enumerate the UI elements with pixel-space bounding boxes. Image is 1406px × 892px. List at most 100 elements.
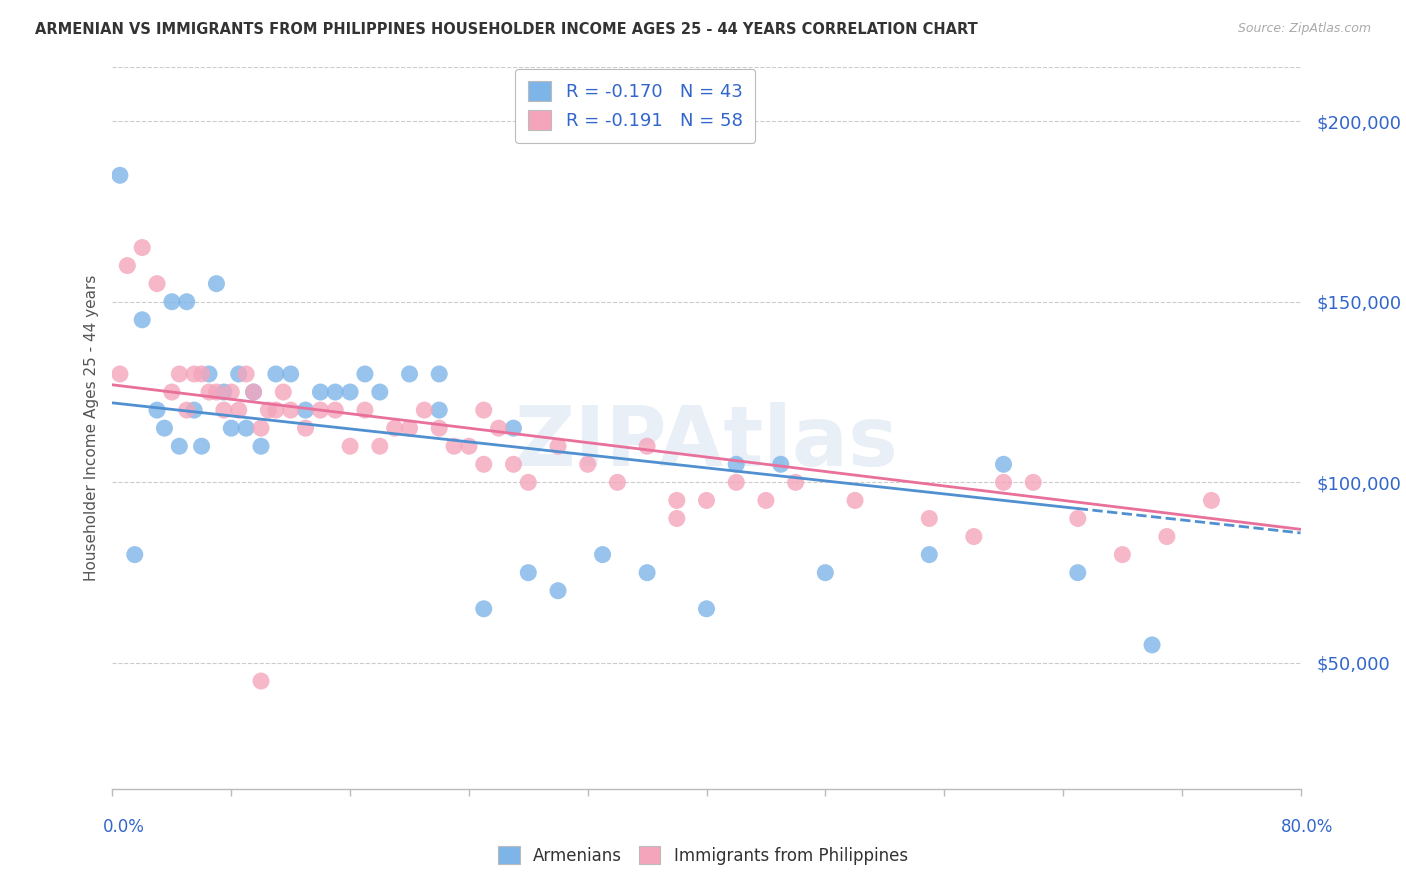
Point bbox=[502, 457, 524, 471]
Point bbox=[250, 421, 273, 435]
Point bbox=[183, 367, 205, 381]
Point bbox=[250, 674, 273, 689]
Point bbox=[190, 439, 212, 453]
Point bbox=[219, 385, 242, 400]
Point bbox=[212, 385, 235, 400]
Point bbox=[755, 493, 778, 508]
Point bbox=[665, 511, 688, 525]
Point bbox=[785, 475, 807, 490]
Point bbox=[183, 403, 205, 417]
Point bbox=[146, 403, 169, 417]
Point bbox=[427, 367, 450, 381]
Point bbox=[1111, 548, 1133, 562]
Y-axis label: Householder Income Ages 25 - 44 years: Householder Income Ages 25 - 44 years bbox=[83, 275, 98, 582]
Point bbox=[354, 403, 377, 417]
Point bbox=[160, 385, 183, 400]
Point bbox=[1140, 638, 1163, 652]
Point bbox=[271, 385, 294, 400]
Text: ARMENIAN VS IMMIGRANTS FROM PHILIPPINES HOUSEHOLDER INCOME AGES 25 - 44 YEARS CO: ARMENIAN VS IMMIGRANTS FROM PHILIPPINES … bbox=[35, 22, 979, 37]
Point bbox=[250, 439, 273, 453]
Point bbox=[108, 367, 131, 381]
Point bbox=[198, 367, 221, 381]
Point bbox=[212, 403, 235, 417]
Point bbox=[488, 421, 510, 435]
Point bbox=[131, 313, 153, 327]
Point bbox=[517, 566, 540, 580]
Point bbox=[280, 403, 302, 417]
Point bbox=[309, 385, 332, 400]
Point bbox=[696, 601, 718, 615]
Point bbox=[108, 168, 131, 183]
Point bbox=[294, 403, 316, 417]
Point bbox=[309, 403, 332, 417]
Point bbox=[235, 367, 257, 381]
Point bbox=[918, 511, 941, 525]
Legend: R = -0.170   N = 43, R = -0.191   N = 58: R = -0.170 N = 43, R = -0.191 N = 58 bbox=[515, 69, 755, 143]
Point bbox=[1201, 493, 1223, 508]
Text: ZIPAtlas: ZIPAtlas bbox=[515, 402, 898, 483]
Point bbox=[205, 385, 228, 400]
Point bbox=[339, 385, 361, 400]
Point bbox=[153, 421, 176, 435]
Point bbox=[368, 439, 391, 453]
Point bbox=[242, 385, 264, 400]
Point bbox=[176, 403, 198, 417]
Point bbox=[124, 548, 146, 562]
Point bbox=[219, 421, 242, 435]
Point bbox=[323, 385, 346, 400]
Point bbox=[339, 439, 361, 453]
Point bbox=[547, 583, 569, 598]
Point bbox=[993, 457, 1015, 471]
Point bbox=[169, 439, 191, 453]
Point bbox=[427, 403, 450, 417]
Point bbox=[844, 493, 866, 508]
Point bbox=[205, 277, 228, 291]
Point bbox=[725, 475, 748, 490]
Point bbox=[1022, 475, 1045, 490]
Point bbox=[264, 367, 287, 381]
Point bbox=[592, 548, 614, 562]
Point bbox=[517, 475, 540, 490]
Point bbox=[472, 601, 495, 615]
Point bbox=[169, 367, 191, 381]
Point bbox=[472, 457, 495, 471]
Point bbox=[576, 457, 599, 471]
Point bbox=[264, 403, 287, 417]
Text: 80.0%: 80.0% bbox=[1281, 818, 1333, 836]
Point bbox=[502, 421, 524, 435]
Point bbox=[696, 493, 718, 508]
Point bbox=[160, 294, 183, 309]
Point bbox=[606, 475, 628, 490]
Point bbox=[294, 421, 316, 435]
Point bbox=[1067, 511, 1090, 525]
Point bbox=[963, 530, 986, 544]
Point bbox=[427, 421, 450, 435]
Point bbox=[769, 457, 792, 471]
Point bbox=[814, 566, 837, 580]
Text: Source: ZipAtlas.com: Source: ZipAtlas.com bbox=[1237, 22, 1371, 36]
Point bbox=[228, 403, 250, 417]
Point bbox=[131, 240, 153, 255]
Point bbox=[235, 421, 257, 435]
Point bbox=[457, 439, 479, 453]
Point bbox=[993, 475, 1015, 490]
Point bbox=[398, 367, 420, 381]
Point bbox=[368, 385, 391, 400]
Point bbox=[117, 259, 139, 273]
Point bbox=[547, 439, 569, 453]
Point bbox=[1156, 530, 1178, 544]
Point bbox=[636, 439, 658, 453]
Point bbox=[384, 421, 406, 435]
Point bbox=[472, 403, 495, 417]
Text: 0.0%: 0.0% bbox=[103, 818, 145, 836]
Point bbox=[228, 367, 250, 381]
Point bbox=[918, 548, 941, 562]
Point bbox=[398, 421, 420, 435]
Legend: Armenians, Immigrants from Philippines: Armenians, Immigrants from Philippines bbox=[489, 838, 917, 873]
Point bbox=[725, 457, 748, 471]
Point bbox=[443, 439, 465, 453]
Point bbox=[413, 403, 436, 417]
Point bbox=[1067, 566, 1090, 580]
Point bbox=[280, 367, 302, 381]
Point bbox=[636, 566, 658, 580]
